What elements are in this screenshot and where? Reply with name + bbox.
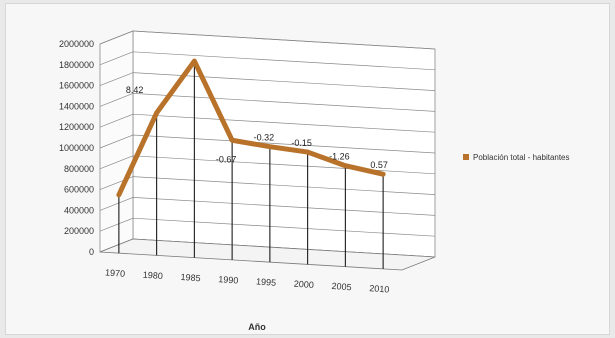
chart-floor bbox=[99, 238, 436, 271]
point-label: -0.67 bbox=[216, 154, 237, 164]
point-label: -0.15 bbox=[291, 138, 312, 148]
point-label: -1.26 bbox=[329, 152, 350, 162]
y-tick-label: 1000000 bbox=[59, 143, 94, 153]
gridline bbox=[99, 72, 436, 91]
gridline bbox=[99, 134, 436, 154]
x-tick-label: 1985 bbox=[180, 272, 201, 283]
drop-lines bbox=[118, 61, 384, 269]
gridline bbox=[99, 51, 436, 71]
gridline bbox=[99, 176, 436, 195]
chart-floor-plane bbox=[99, 238, 436, 271]
series-line bbox=[116, 58, 386, 198]
gridline bbox=[99, 155, 436, 175]
y-tick-label: 1400000 bbox=[59, 101, 94, 111]
point-annotations: 8.42 -0.67 -0.32 -0.15 -1.26 0.57 bbox=[126, 85, 388, 170]
gridline bbox=[99, 93, 436, 112]
x-tick-label: 2010 bbox=[369, 283, 390, 294]
y-tick-label: 1600000 bbox=[59, 81, 94, 91]
x-tick-label: 2005 bbox=[331, 281, 352, 292]
y-tick-label: 1800000 bbox=[59, 60, 94, 70]
x-tick-label: 2000 bbox=[293, 279, 314, 290]
y-tick-label: 600000 bbox=[64, 185, 94, 195]
gridline bbox=[99, 30, 436, 50]
gridline bbox=[99, 217, 436, 237]
y-tick-label: 800000 bbox=[64, 164, 94, 174]
x-axis-title: Año bbox=[248, 322, 266, 332]
x-tick-label: 1995 bbox=[256, 276, 277, 287]
y-tick-label: 1200000 bbox=[59, 122, 94, 132]
y-tick-label: 200000 bbox=[64, 226, 94, 236]
legend-swatch bbox=[463, 154, 469, 160]
y-tick-label: 2000000 bbox=[59, 39, 94, 49]
series-lines bbox=[116, 58, 386, 198]
legend-label: Población total - habitantes bbox=[473, 153, 570, 162]
point-label: 0.57 bbox=[370, 160, 388, 170]
y-tick-label: 0 bbox=[89, 247, 94, 257]
point-label: -0.32 bbox=[254, 133, 275, 143]
y-tick-label: 400000 bbox=[64, 205, 94, 215]
legend: Población total - habitantes bbox=[463, 153, 570, 162]
x-tick-label: 1990 bbox=[218, 274, 239, 285]
x-axis-tick-labels: 1970 1980 1985 1990 1995 2000 2005 2010 bbox=[105, 267, 390, 294]
point-label: 8.42 bbox=[126, 85, 144, 95]
gridline bbox=[99, 197, 436, 216]
y-axis-tick-labels: 0 200000 400000 600000 800000 1000000 1200000 1… bbox=[59, 39, 94, 257]
gridline bbox=[99, 113, 436, 133]
x-tick-label: 1980 bbox=[142, 270, 163, 281]
x-tick-label: 1970 bbox=[105, 267, 126, 278]
